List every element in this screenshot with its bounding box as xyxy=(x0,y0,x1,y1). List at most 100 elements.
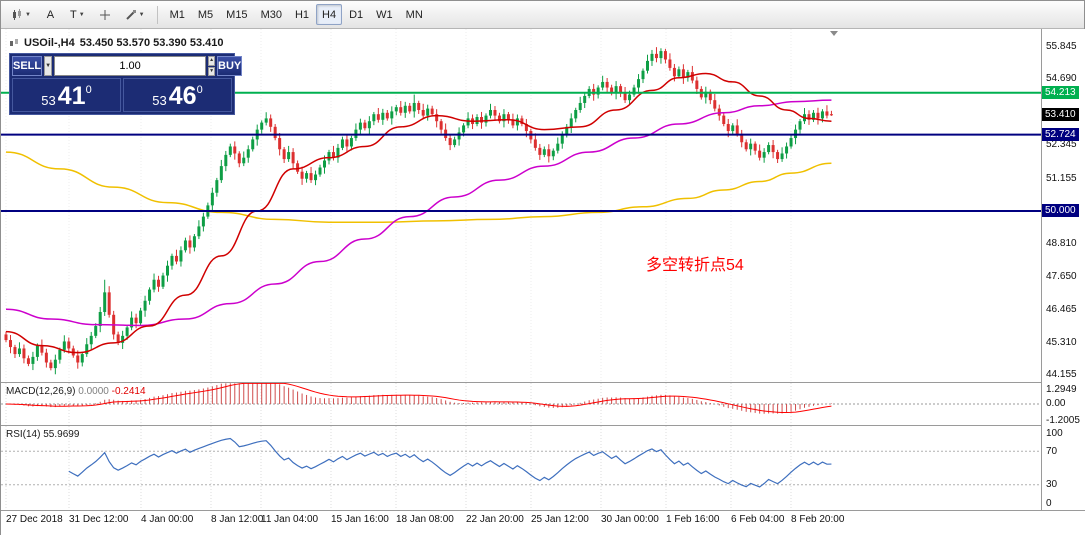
toolbar-separator xyxy=(156,5,158,24)
time-axis-label: 1 Feb 16:00 xyxy=(666,514,720,525)
rsi-name: RSI(14) xyxy=(6,429,41,440)
buy-price-point: 0 xyxy=(196,84,203,96)
sell-price-pips: 41 xyxy=(57,82,86,110)
time-axis-label: 30 Jan 00:00 xyxy=(601,514,659,525)
indicator-axis-label: 30 xyxy=(1046,479,1058,490)
time-axis-label: 25 Jan 12:00 xyxy=(531,514,589,525)
timeframe-m1[interactable]: M1 xyxy=(164,4,191,25)
timeframe-m30[interactable]: M30 xyxy=(255,4,288,25)
price-axis-label: 44.155 xyxy=(1046,368,1077,380)
symbol-name: USOil-,H4 xyxy=(24,37,75,49)
macd-value-main: 0.0000 xyxy=(78,386,109,397)
sell-price-main: 53 xyxy=(41,93,56,108)
chart-title: USOil-,H4 53.450 53.570 53.390 53.410 xyxy=(9,37,223,49)
indicator-axis-label: 70 xyxy=(1046,446,1058,457)
timeframe-mn[interactable]: MN xyxy=(400,4,429,25)
order-options-button[interactable]: ▼ xyxy=(44,56,53,76)
rsi-label: RSI(14) 55.9699 xyxy=(6,429,79,440)
macd-label: MACD(12,26,9) 0.0000 -0.2414 xyxy=(6,386,146,397)
price-badge-50.000: 50.000 xyxy=(1042,203,1079,217)
panel-divider xyxy=(1,510,1085,511)
timeframe-w1[interactable]: W1 xyxy=(370,4,399,25)
timeframe-h4[interactable]: H4 xyxy=(316,4,343,25)
price-axis-label: 47.650 xyxy=(1046,270,1077,282)
timeframe-buttons: M1 M5 M15 M30 H1 H4 D1 W1 MN xyxy=(164,4,429,25)
macd-signal-line xyxy=(5,383,832,414)
rsi-value: 55.9699 xyxy=(43,429,80,440)
rsi-line xyxy=(68,437,832,488)
price-axis-label: 54.690 xyxy=(1046,73,1077,85)
macd-panel[interactable] xyxy=(1,383,1041,425)
timeframe-m5[interactable]: M5 xyxy=(192,4,219,25)
price-badge-52.724: 52.724 xyxy=(1042,127,1079,141)
buy-price[interactable]: 53 46 0 xyxy=(123,78,232,112)
rsi-panel[interactable] xyxy=(1,426,1041,510)
chevron-down-icon: ▼ xyxy=(138,11,145,18)
time-axis-label: 15 Jan 16:00 xyxy=(331,514,389,525)
indicator-axis-label: -1.2005 xyxy=(1046,415,1080,426)
pencil-icon xyxy=(125,9,136,20)
candlestick-icon xyxy=(10,39,18,46)
panel-divider[interactable] xyxy=(1,382,1085,383)
text-tool-button[interactable]: T ▼ xyxy=(64,4,91,25)
sell-button[interactable]: SELL xyxy=(12,56,43,76)
chart-shift-marker[interactable] xyxy=(830,31,838,36)
time-axis-label: 8 Feb 20:00 xyxy=(791,514,845,525)
price-chart[interactable] xyxy=(1,29,1041,382)
chart-type-button[interactable]: ▼ xyxy=(5,4,37,25)
buy-button[interactable]: BUY xyxy=(217,56,243,76)
annotate-tool-label: A xyxy=(46,8,55,21)
timeframe-m15[interactable]: M15 xyxy=(220,4,253,25)
price-axis[interactable]: 55.845 54.690 52.345 51.155 48.810 47.650 46.4… xyxy=(1042,29,1085,510)
volume-stepper: ▲ ▼ xyxy=(208,56,216,76)
sell-price[interactable]: 53 41 0 xyxy=(12,78,121,112)
crosshair-icon xyxy=(99,9,110,20)
panel-divider[interactable] xyxy=(1,425,1085,426)
price-axis-label: 46.465 xyxy=(1046,304,1077,316)
sell-price-point: 0 xyxy=(85,84,92,96)
buy-price-pips: 46 xyxy=(168,82,197,110)
chevron-down-icon: ▼ xyxy=(78,11,85,18)
price-axis-label: 52.345 xyxy=(1046,139,1077,151)
time-axis-label: 18 Jan 08:00 xyxy=(396,514,454,525)
time-axis-label: 31 Dec 12:00 xyxy=(69,514,129,525)
price-badge-53.410: 53.410 xyxy=(1042,108,1079,122)
volume-up-button[interactable]: ▲ xyxy=(208,56,216,66)
chevron-down-icon: ▼ xyxy=(25,11,31,18)
indicator-axis-label: 0 xyxy=(1046,498,1052,509)
crosshair-tool-button[interactable] xyxy=(93,4,117,25)
ma-magenta-line xyxy=(5,99,832,327)
text-tool-label: T xyxy=(69,8,77,21)
ma-red-line xyxy=(5,72,832,354)
one-click-trading-panel: SELL ▼ ▲ ▼ BUY 53 41 0 53 46 0 xyxy=(9,53,243,115)
price-axis-label: 51.155 xyxy=(1046,172,1077,184)
candlestick-chart-icon xyxy=(13,8,21,20)
volume-down-button[interactable]: ▼ xyxy=(208,66,216,76)
time-axis-label: 4 Jan 00:00 xyxy=(141,514,194,525)
price-axis-separator xyxy=(1041,29,1042,510)
ohlc-readout: 53.450 53.570 53.390 53.410 xyxy=(79,37,224,49)
macd-value-signal: -0.2414 xyxy=(111,386,146,397)
chart-text-annotation: 多空转折点54 xyxy=(646,257,744,274)
time-axis-label: 22 Jan 20:00 xyxy=(466,514,524,525)
time-axis[interactable]: 27 Dec 2018 31 Dec 12:00 4 Jan 00:00 8 Jan … xyxy=(1,511,1085,535)
time-axis-label: 8 Jan 12:00 xyxy=(211,514,264,525)
time-axis-label: 6 Feb 04:00 xyxy=(731,514,785,525)
toolbar: ▼ A T ▼ ▼ M1 M5 M15 M30 H1 H4 D1 W1 MN xyxy=(1,1,1084,29)
price-axis-label: 48.810 xyxy=(1046,238,1077,250)
draw-tools-button[interactable]: ▼ xyxy=(119,4,151,25)
volume-input[interactable] xyxy=(54,56,207,76)
indicator-axis-label: 1.2949 xyxy=(1046,384,1077,395)
timeframe-h1[interactable]: H1 xyxy=(289,4,315,25)
time-axis-label: 27 Dec 2018 xyxy=(6,514,63,525)
timeframe-d1[interactable]: D1 xyxy=(343,4,369,25)
annotate-tool-button[interactable]: A xyxy=(39,4,62,25)
price-axis-label: 45.310 xyxy=(1046,336,1077,348)
macd-name: MACD(12,26,9) xyxy=(6,386,76,397)
indicator-axis-label: 0.00 xyxy=(1046,398,1066,409)
indicator-axis-label: 100 xyxy=(1046,428,1063,439)
time-axis-label: 11 Jan 04:00 xyxy=(261,514,319,525)
ma-yellow-line xyxy=(5,151,832,223)
price-badge-54.213: 54.213 xyxy=(1042,85,1079,99)
